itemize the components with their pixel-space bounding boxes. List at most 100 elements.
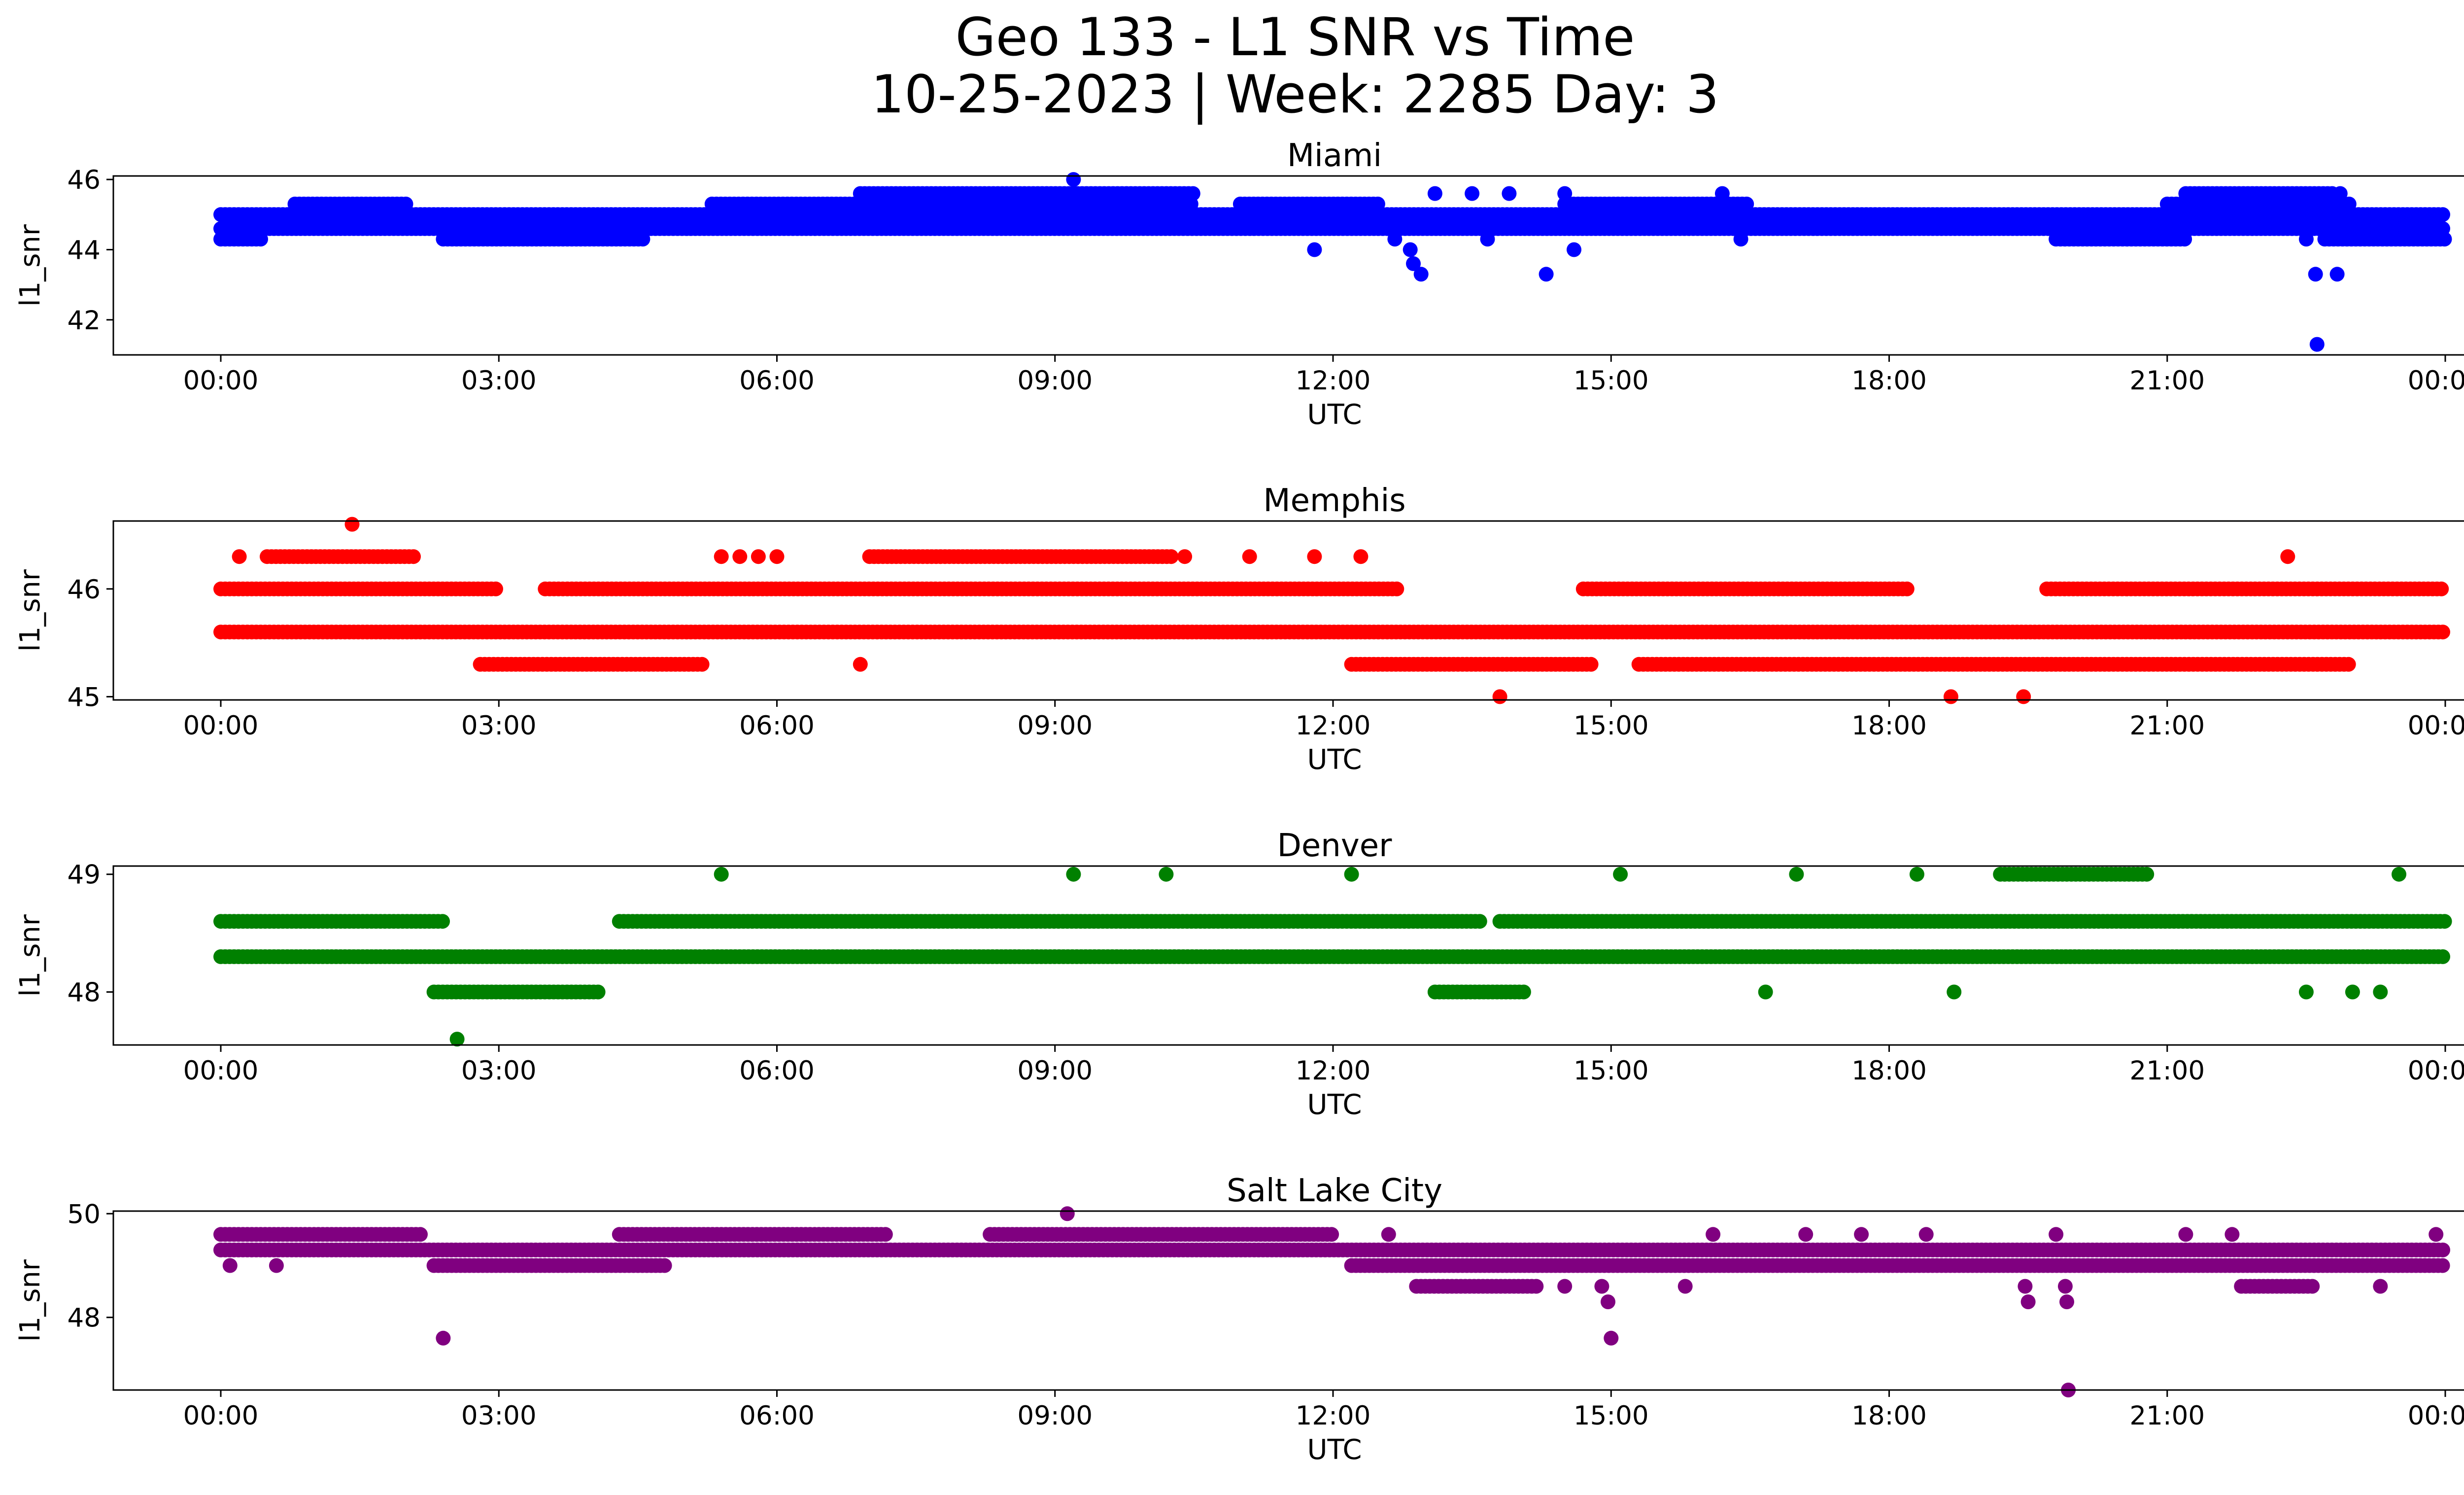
x-axis-label: UTC	[1307, 744, 1362, 776]
x-axis-label: UTC	[1307, 399, 1362, 431]
data-point	[2305, 1279, 2320, 1294]
x-tick-label: 15:00	[1574, 366, 1649, 396]
y-axis-label: l1_snr	[14, 224, 46, 307]
data-point	[2139, 867, 2155, 882]
data-point	[1789, 867, 1804, 882]
x-tick-label: 06:00	[739, 1056, 815, 1086]
data-point	[1613, 867, 1628, 882]
data-points	[213, 517, 2450, 704]
x-tick-label: 00:00	[183, 1056, 259, 1086]
x-tick-label: 06:00	[739, 366, 815, 396]
data-point	[1387, 232, 1403, 247]
axes-frame	[112, 175, 2464, 356]
x-tick-label: 00:00	[2408, 366, 2464, 396]
subplot-title: Denver	[1277, 828, 1392, 864]
data-point	[2016, 689, 2031, 704]
data-point	[1492, 689, 1507, 704]
data-point	[2435, 949, 2450, 964]
x-tick-label: 12:00	[1296, 366, 1371, 396]
data-point	[435, 914, 450, 929]
x-tick-label: 06:00	[739, 711, 815, 741]
data-point	[2437, 914, 2452, 929]
data-point	[1427, 186, 1442, 201]
x-tick-label: 09:00	[1017, 711, 1093, 741]
data-point	[1539, 267, 1554, 282]
data-point	[2392, 867, 2406, 882]
data-point	[2435, 1258, 2450, 1273]
y-tick-label: 44	[68, 235, 101, 265]
axes-frame	[112, 520, 2464, 701]
data-point	[2435, 625, 2450, 640]
data-points	[213, 867, 2452, 1047]
data-point	[853, 657, 868, 672]
data-point	[1353, 549, 1369, 564]
data-point	[1758, 984, 1773, 1000]
x-tick-label: 03:00	[461, 1056, 537, 1086]
data-point	[1413, 267, 1429, 282]
x-tick-label: 21:00	[2129, 366, 2205, 396]
data-point	[2434, 581, 2449, 596]
x-tick-label: 00:00	[2408, 1056, 2464, 1086]
data-point	[2341, 196, 2357, 211]
y-axis-label: l1_snr	[14, 569, 46, 652]
x-tick-label: 21:00	[2129, 711, 2205, 741]
data-point	[2332, 186, 2348, 201]
x-tick-label: 00:00	[183, 711, 259, 741]
subplot-title: Salt Lake City	[1227, 1173, 1442, 1209]
data-point	[769, 549, 785, 564]
data-point	[1344, 867, 1359, 882]
data-points	[213, 1206, 2450, 1397]
data-point	[2373, 984, 2388, 1000]
data-point	[2309, 337, 2325, 352]
data-point	[1583, 657, 1599, 672]
x-tick-label: 21:00	[2129, 1056, 2205, 1086]
x-tick-label: 00:00	[183, 366, 259, 396]
data-point	[2435, 1242, 2450, 1257]
data-point	[1164, 549, 1179, 564]
chart-title-line1: Geo 133 - L1 SNR vs Time	[955, 7, 1635, 68]
x-axis-label: UTC	[1307, 1089, 1362, 1121]
data-point	[1909, 867, 1924, 882]
data-point	[657, 1258, 672, 1273]
data-point	[398, 196, 413, 211]
data-point	[1733, 232, 1748, 247]
data-point	[413, 1227, 428, 1242]
data-point	[1406, 256, 1421, 271]
x-tick-label: 18:00	[1851, 1056, 1927, 1086]
data-point	[2308, 267, 2323, 282]
y-tick-label: 46	[68, 575, 101, 605]
data-point	[1557, 186, 1573, 201]
data-point	[1947, 984, 1962, 1000]
x-tick-label: 12:00	[1296, 1056, 1371, 1086]
data-point	[1370, 196, 1385, 211]
data-point	[1502, 186, 1517, 201]
data-point	[1177, 549, 1193, 564]
data-point	[1185, 186, 1200, 201]
y-tick-label: 42	[68, 306, 101, 336]
data-point	[1066, 172, 1081, 187]
x-tick-label: 15:00	[1574, 711, 1649, 741]
data-point	[590, 984, 606, 1000]
data-point	[1567, 242, 1581, 257]
data-point	[714, 549, 729, 564]
data-point	[1307, 242, 1322, 257]
y-tick-label: 48	[68, 978, 101, 1008]
data-point	[1403, 242, 1418, 257]
data-point	[1899, 581, 1915, 596]
data-point	[714, 867, 729, 882]
chart-title-line2: 10-25-2023 | Week: 2285 Day: 3	[871, 64, 1719, 125]
data-point	[449, 1032, 465, 1047]
x-tick-label: 12:00	[1296, 711, 1371, 741]
x-tick-label: 03:00	[461, 711, 537, 741]
data-point	[488, 581, 503, 596]
data-point	[2298, 232, 2314, 247]
data-point	[2280, 549, 2295, 564]
data-point	[2435, 207, 2450, 222]
data-point	[406, 549, 421, 564]
data-point	[344, 517, 360, 532]
